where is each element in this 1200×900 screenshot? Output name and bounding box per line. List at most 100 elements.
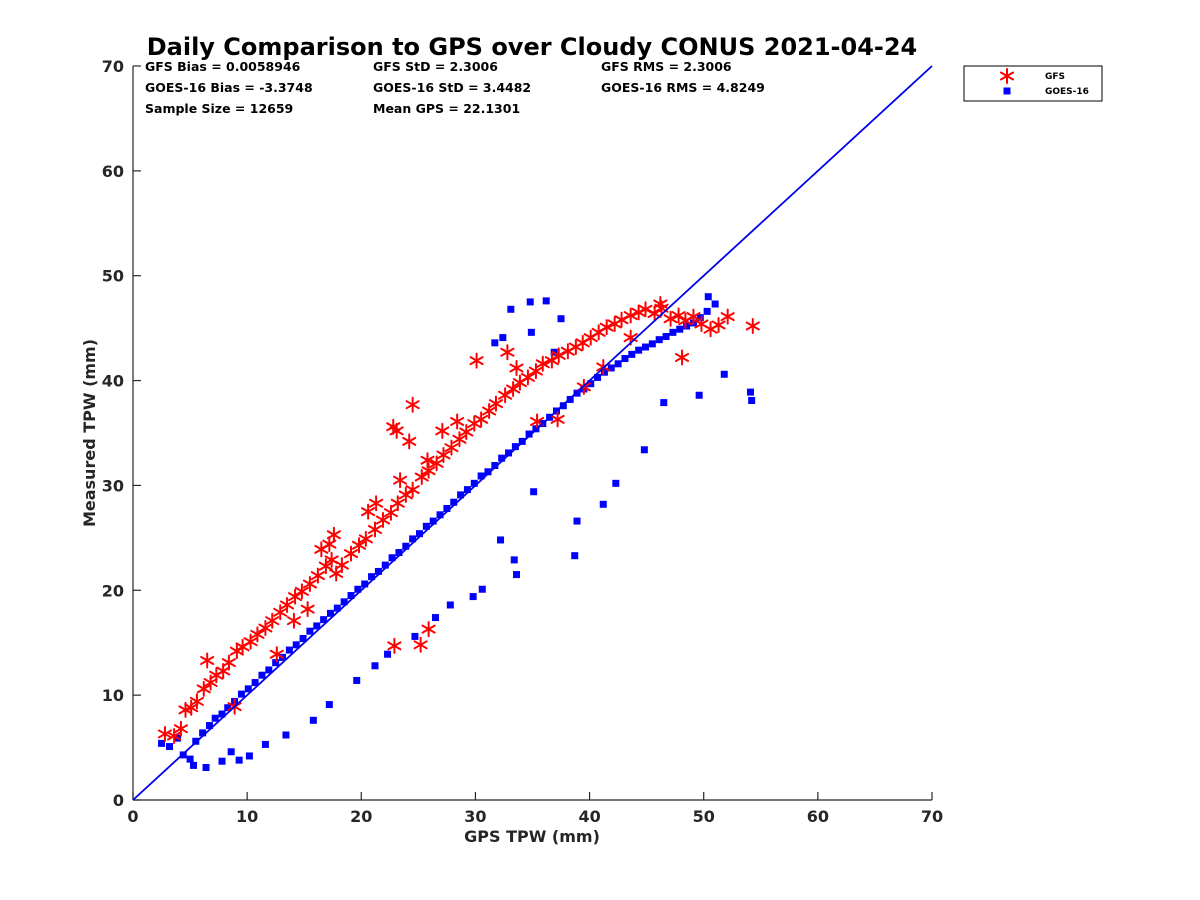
- gfs-point: [280, 596, 295, 613]
- x-tick-label: 20: [350, 807, 372, 826]
- gfs-point: [390, 495, 405, 512]
- gfs-point: [196, 680, 211, 697]
- chart-title: Daily Comparison to GPS over Cloudy CONU…: [147, 33, 918, 61]
- gfs-point: [361, 503, 376, 520]
- stat-mean-gps: Mean GPS = 22.1301: [373, 101, 520, 116]
- goes16-point: [371, 662, 379, 670]
- goes16-point: [205, 722, 213, 730]
- goes16-point: [499, 334, 507, 342]
- stat-goes-rms: GOES-16 RMS = 4.8249: [601, 80, 765, 95]
- gfs-point: [318, 558, 333, 575]
- y-axis-label: Measured TPW (mm): [80, 339, 99, 527]
- data-markers: [157, 293, 760, 771]
- stats-block: GFS Bias = 0.0058946 GOES-16 Bias = -3.3…: [145, 59, 765, 116]
- gfs-point: [405, 481, 420, 498]
- gfs-point: [375, 512, 391, 529]
- goes16-point: [235, 756, 243, 764]
- y-tick-label: 30: [102, 476, 124, 495]
- goes16-point: [199, 729, 207, 737]
- goes16-point: [513, 571, 521, 579]
- stat-gfs-bias: GFS Bias = 0.0058946: [145, 59, 301, 74]
- goes16-point: [703, 307, 711, 315]
- gfs-point: [273, 604, 288, 621]
- goes16-point: [484, 468, 492, 476]
- goes16-point: [189, 761, 197, 769]
- goes16-point: [218, 710, 226, 718]
- goes16-point: [511, 443, 519, 451]
- x-tick-label: 0: [127, 807, 138, 826]
- goes16-point: [655, 336, 663, 344]
- gfs-point: [302, 575, 317, 592]
- gfs-point: [387, 637, 402, 654]
- goes16-point: [507, 305, 515, 313]
- goes16-point: [469, 593, 477, 601]
- gfs-point: [184, 699, 199, 716]
- legend: GFS GOES-16: [963, 65, 1103, 102]
- goes16-point: [326, 609, 334, 617]
- gfs-point: [500, 344, 515, 361]
- goes16-point: [696, 314, 704, 322]
- goes16-point: [384, 650, 392, 658]
- goes16-point: [463, 486, 471, 494]
- gfs-point: [509, 359, 524, 376]
- goes16-point: [347, 592, 355, 600]
- goes16-point: [628, 350, 636, 358]
- gfs-point: [711, 316, 726, 333]
- goes16-point: [695, 391, 703, 399]
- goes16-point: [648, 340, 656, 348]
- gfs-point: [243, 633, 258, 650]
- gfs-point: [386, 418, 401, 435]
- goes16-point: [635, 346, 643, 354]
- goes16-point: [272, 659, 280, 667]
- goes16-point: [422, 522, 430, 530]
- goes16-point: [361, 580, 369, 588]
- gfs-point: [528, 363, 543, 380]
- gfs-point: [157, 725, 173, 742]
- goes16-point: [431, 614, 439, 622]
- goes16-point: [411, 632, 419, 640]
- gfs-point: [250, 626, 265, 643]
- goes16-point: [642, 343, 650, 351]
- gfs-point: [550, 411, 565, 428]
- gfs-point: [544, 352, 559, 369]
- goes16-point: [306, 627, 314, 635]
- gfs-point: [474, 411, 489, 428]
- gfs-point: [414, 469, 429, 486]
- goes16-point: [510, 556, 518, 564]
- gfs-point: [221, 654, 236, 671]
- gfs-point: [520, 369, 535, 386]
- goes16-point: [258, 671, 266, 679]
- stat-goes-std: GOES-16 StD = 3.4482: [373, 80, 531, 95]
- gfs-point: [745, 318, 760, 335]
- x-tick-label: 50: [693, 807, 715, 826]
- goes16-point: [683, 322, 691, 330]
- gfs-point: [258, 620, 273, 637]
- gfs-point: [450, 413, 465, 430]
- gfs-point: [469, 352, 484, 369]
- goes16-point: [166, 743, 174, 751]
- goes16-point: [607, 364, 615, 372]
- gfs-point: [488, 395, 504, 412]
- gfs-point: [351, 537, 367, 554]
- goes16-point: [224, 704, 232, 712]
- goes16-point: [614, 360, 622, 368]
- goes16-point: [320, 616, 328, 624]
- goes16-point: [325, 701, 333, 709]
- goes16-point: [571, 552, 579, 560]
- gfs-point: [167, 728, 182, 745]
- goes16-point: [525, 430, 533, 438]
- gfs-point: [674, 349, 690, 366]
- gfs-point: [459, 423, 474, 440]
- gfs-point: [383, 504, 399, 521]
- goes16-point: [381, 561, 389, 569]
- gfs-point: [393, 472, 408, 489]
- goes16-point: [388, 554, 396, 562]
- goes16-point: [218, 757, 226, 765]
- goes16-point: [429, 517, 437, 525]
- x-tick-label: 30: [464, 807, 486, 826]
- x-axis-label: GPS TPW (mm): [464, 827, 600, 846]
- y-tick-label: 60: [102, 162, 124, 181]
- goes16-point: [573, 517, 581, 525]
- gfs-point: [322, 536, 337, 553]
